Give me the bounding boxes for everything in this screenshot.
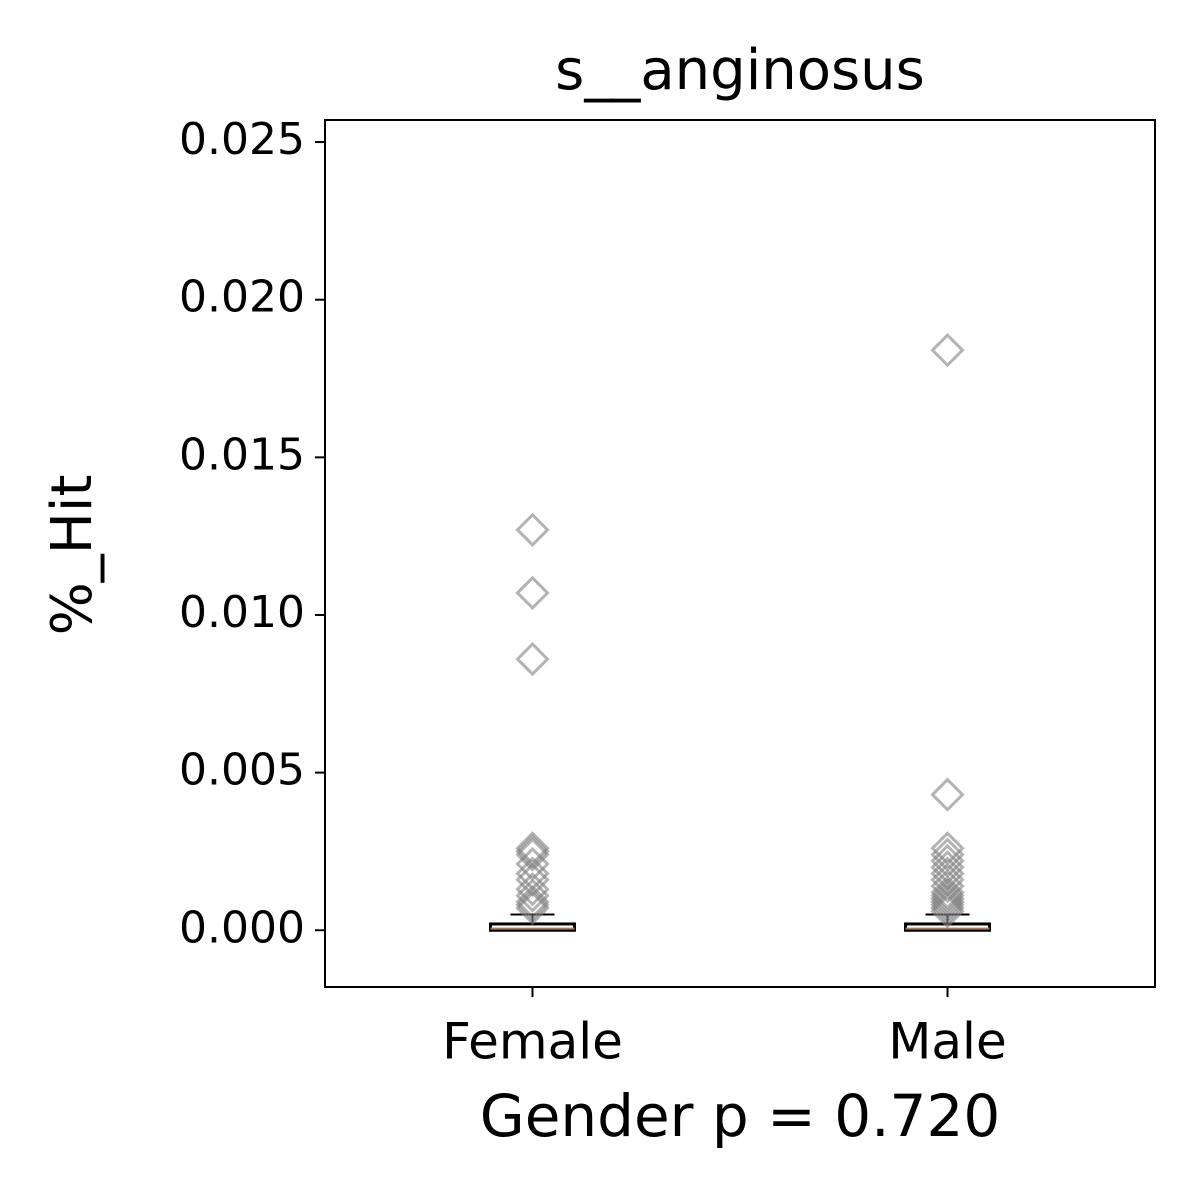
- outlier: [930, 777, 965, 812]
- y-tick-label: 0.020: [179, 272, 305, 323]
- x-tick-label: Female: [442, 1013, 623, 1071]
- y-axis-label: %_Hit: [40, 475, 105, 636]
- chart-title: s__anginosus: [555, 38, 925, 103]
- y-tick-label: 0.015: [179, 429, 305, 480]
- x-tick-label: Male: [888, 1013, 1006, 1071]
- y-tick-label: 0.025: [179, 114, 305, 165]
- outlier: [515, 878, 550, 913]
- outlier: [930, 881, 965, 916]
- outlier: [930, 894, 965, 929]
- outlier: [515, 884, 550, 919]
- y-tick-label: 0.000: [179, 902, 305, 953]
- outlier: [515, 512, 550, 547]
- y-tick-label: 0.010: [179, 587, 305, 638]
- outlier: [930, 875, 965, 910]
- y-tick-label: 0.005: [179, 745, 305, 796]
- outlier: [930, 887, 965, 923]
- outlier: [515, 837, 550, 872]
- outlier: [930, 884, 965, 919]
- outlier: [515, 641, 550, 677]
- outlier: [930, 891, 965, 926]
- outlier: [515, 872, 550, 907]
- outlier: [930, 878, 965, 913]
- outlier: [515, 891, 550, 926]
- outlier: [930, 333, 965, 368]
- x-axis-label: Gender p = 0.720: [480, 1082, 1001, 1150]
- outlier: [515, 887, 550, 923]
- plot-frame: [324, 119, 1156, 988]
- outlier: [515, 575, 550, 611]
- outlier: [930, 868, 965, 904]
